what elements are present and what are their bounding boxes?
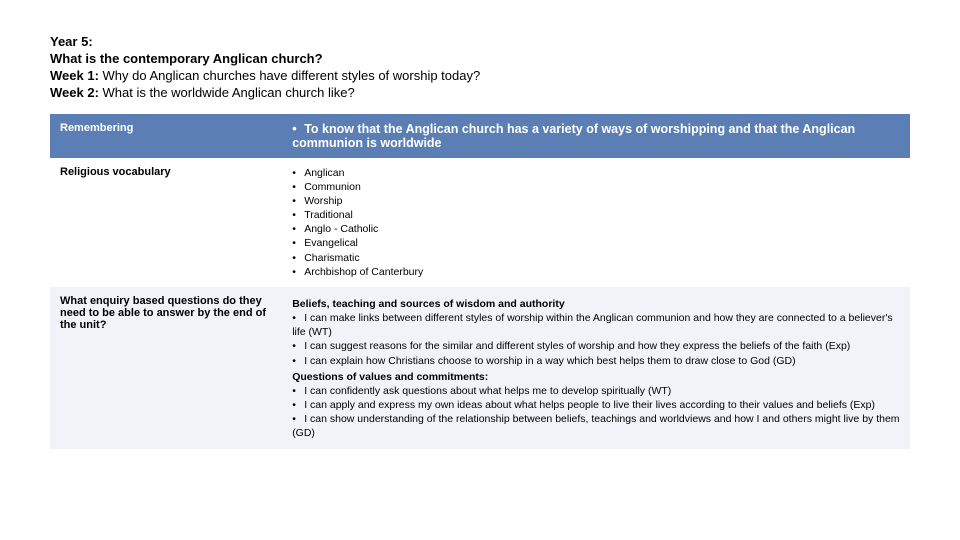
remembering-label: Remembering bbox=[50, 114, 282, 158]
header-line-1: Year 5: bbox=[50, 34, 910, 51]
vocab-item: Evangelical bbox=[292, 236, 900, 250]
week2-text: What is the worldwide Anglican church li… bbox=[99, 85, 355, 100]
vocab-item: Archbishop of Canterbury bbox=[292, 265, 900, 279]
curriculum-table: Remembering To know that the Anglican ch… bbox=[50, 114, 910, 449]
remembering-item: To know that the Anglican church has a v… bbox=[292, 122, 900, 150]
vocabulary-list: Anglican Communion Worship Traditional A… bbox=[292, 166, 900, 279]
enquiry-item: I can suggest reasons for the similar an… bbox=[292, 339, 900, 353]
vocab-item: Anglican bbox=[292, 166, 900, 180]
enquiry-content: Beliefs, teaching and sources of wisdom … bbox=[282, 287, 910, 449]
vocab-item: Traditional bbox=[292, 208, 900, 222]
vocab-item: Communion bbox=[292, 180, 900, 194]
row-vocabulary: Religious vocabulary Anglican Communion … bbox=[50, 158, 910, 287]
enquiry-label: What enquiry based questions do they nee… bbox=[50, 287, 282, 449]
enquiry-item: I can show understanding of the relation… bbox=[292, 412, 900, 440]
header-line-2: What is the contemporary Anglican church… bbox=[50, 51, 910, 68]
remembering-content: To know that the Anglican church has a v… bbox=[282, 114, 910, 158]
section1-title: Beliefs, teaching and sources of wisdom … bbox=[292, 297, 900, 311]
header-line-3: Week 1: Why do Anglican churches have di… bbox=[50, 68, 910, 85]
vocabulary-label: Religious vocabulary bbox=[50, 158, 282, 287]
enquiry-item: I can make links between different style… bbox=[292, 311, 900, 339]
row-remembering: Remembering To know that the Anglican ch… bbox=[50, 114, 910, 158]
enquiry-item: I can confidently ask questions about wh… bbox=[292, 384, 900, 398]
header-block: Year 5: What is the contemporary Anglica… bbox=[50, 34, 910, 102]
vocab-item: Anglo - Catholic bbox=[292, 222, 900, 236]
week1-label: Week 1: bbox=[50, 68, 99, 83]
week1-text: Why do Anglican churches have different … bbox=[99, 68, 480, 83]
vocab-item: Charismatic bbox=[292, 251, 900, 265]
year-label: Year 5: bbox=[50, 34, 93, 49]
section2-list: I can confidently ask questions about wh… bbox=[292, 384, 900, 441]
vocabulary-content: Anglican Communion Worship Traditional A… bbox=[282, 158, 910, 287]
row-enquiry: What enquiry based questions do they nee… bbox=[50, 287, 910, 449]
enquiry-item: I can explain how Christians choose to w… bbox=[292, 354, 900, 368]
section1-list: I can make links between different style… bbox=[292, 311, 900, 368]
header-line-4: Week 2: What is the worldwide Anglican c… bbox=[50, 85, 910, 102]
vocab-item: Worship bbox=[292, 194, 900, 208]
section2-title: Questions of values and commitments: bbox=[292, 370, 900, 384]
unit-title: What is the contemporary Anglican church… bbox=[50, 51, 323, 66]
enquiry-item: I can apply and express my own ideas abo… bbox=[292, 398, 900, 412]
week2-label: Week 2: bbox=[50, 85, 99, 100]
remembering-list: To know that the Anglican church has a v… bbox=[292, 122, 900, 150]
